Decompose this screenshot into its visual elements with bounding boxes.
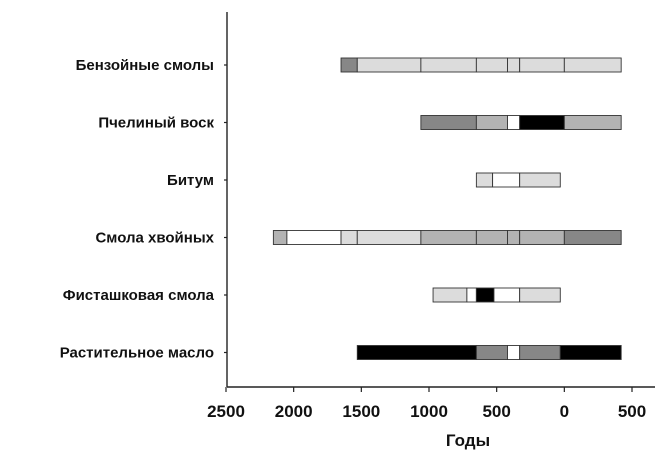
category-label: Бензойные смолы xyxy=(76,57,214,74)
x-axis-title: Годы xyxy=(446,431,490,450)
x-tick-label: 1000 xyxy=(410,402,448,421)
category-label: Смола хвойных xyxy=(95,230,214,247)
bar-segment-light xyxy=(340,230,358,245)
bar-segment-white xyxy=(286,230,342,245)
x-tick-label: 2000 xyxy=(275,402,313,421)
bar-segment-light xyxy=(420,57,477,73)
bar-segment-light xyxy=(519,57,565,73)
bar-segment-black xyxy=(356,345,477,360)
bar-segment-light xyxy=(563,57,622,73)
bar-row xyxy=(432,287,561,303)
bars xyxy=(272,57,622,360)
bar-segment-dark xyxy=(420,115,477,130)
bar-segment-white xyxy=(466,287,477,303)
bar-segment-black xyxy=(519,115,565,130)
x-tick-label: 500 xyxy=(618,402,646,421)
bar-segment-light xyxy=(475,57,508,73)
bar-row xyxy=(356,345,622,360)
bar-segment-medium xyxy=(475,230,508,245)
axes xyxy=(226,12,655,388)
bar-segment-white xyxy=(507,345,521,360)
x-tick-label: 1500 xyxy=(342,402,380,421)
bar-segment-dark xyxy=(340,57,358,73)
bar-segment-light xyxy=(432,287,468,303)
category-label: Битум xyxy=(167,172,214,189)
category-label: Растительное масло xyxy=(60,345,214,362)
bar-segment-medium xyxy=(272,230,288,245)
bar-segment-medium xyxy=(475,115,508,130)
category-labels: Бензойные смолы Пчелиный воск Битум Смола х… xyxy=(60,57,227,362)
category-label: Фисташковая смола xyxy=(63,287,215,304)
bar-row xyxy=(420,115,622,130)
bar-segment-white xyxy=(493,287,521,303)
bar-segment-light xyxy=(519,287,561,303)
bar-row xyxy=(272,230,622,245)
bar-segment-white xyxy=(507,115,521,130)
bar-segment-light xyxy=(519,172,561,188)
bar-segment-white xyxy=(492,172,521,188)
bar-segment-dark xyxy=(475,345,508,360)
bar-segment-medium xyxy=(519,230,565,245)
bar-segment-medium xyxy=(420,230,477,245)
bar-segment-light xyxy=(475,172,494,188)
bar-segment-dark xyxy=(563,230,622,245)
category-label: Пчелиный воск xyxy=(98,115,214,132)
bar-segment-light xyxy=(507,57,521,73)
bar-row xyxy=(475,172,561,188)
bar-segment-light xyxy=(356,57,422,73)
bar-segment-black xyxy=(475,287,495,303)
bar-segment-light xyxy=(356,230,422,245)
bar-row xyxy=(340,57,622,73)
bar-segment-medium xyxy=(507,230,521,245)
x-tick-label: 2500 xyxy=(207,402,245,421)
x-tick-label: 0 xyxy=(560,402,569,421)
bar-segment-medium xyxy=(563,115,622,130)
x-ticks: 2500 2000 1500 1000 500 0 500 xyxy=(207,387,646,421)
bar-segment-black xyxy=(559,345,622,360)
bar-segment-dark xyxy=(519,345,561,360)
x-tick-label: 500 xyxy=(482,402,510,421)
